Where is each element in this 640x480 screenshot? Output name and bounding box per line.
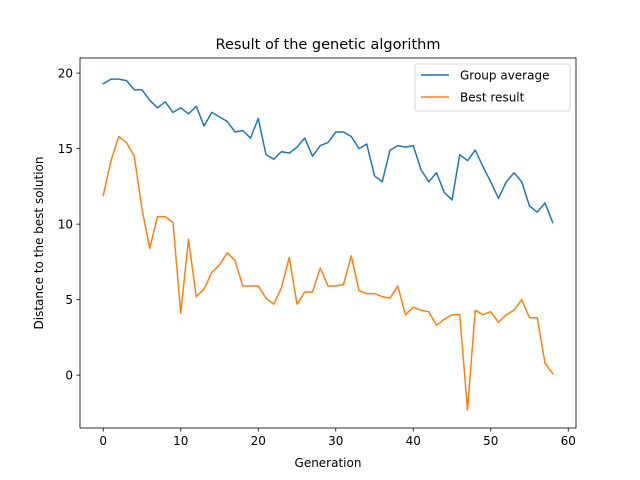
y-tick-label: 10 (58, 217, 73, 231)
plot-frame (79, 57, 577, 429)
y-axis: 0 5 10 15 20 (58, 66, 80, 382)
x-axis: 0 10 20 30 40 50 60 (99, 428, 576, 448)
legend-label: Best result (460, 90, 525, 104)
y-tick-label: 0 (65, 368, 73, 382)
series-line-1 (102, 135, 554, 411)
legend-label: Group average (460, 68, 549, 82)
legend: Group average Best result (414, 63, 571, 112)
x-tick-label: 20 (251, 434, 266, 448)
chart-title: Result of the genetic algorithm (216, 37, 441, 53)
x-tick-label: 40 (406, 434, 421, 448)
x-tick-label: 60 (561, 434, 576, 448)
y-tick-label: 20 (58, 66, 73, 80)
legend-box (414, 63, 571, 112)
x-axis-title: Generation (295, 456, 362, 470)
y-axis-title: Distance to the best solution (32, 157, 46, 330)
plot-lines (102, 78, 554, 411)
y-tick-label: 5 (65, 293, 73, 307)
x-tick-label: 30 (328, 434, 343, 448)
y-tick-label: 15 (58, 142, 73, 156)
x-tick-label: 10 (173, 434, 188, 448)
x-tick-label: 0 (99, 434, 107, 448)
x-tick-label: 50 (483, 434, 498, 448)
